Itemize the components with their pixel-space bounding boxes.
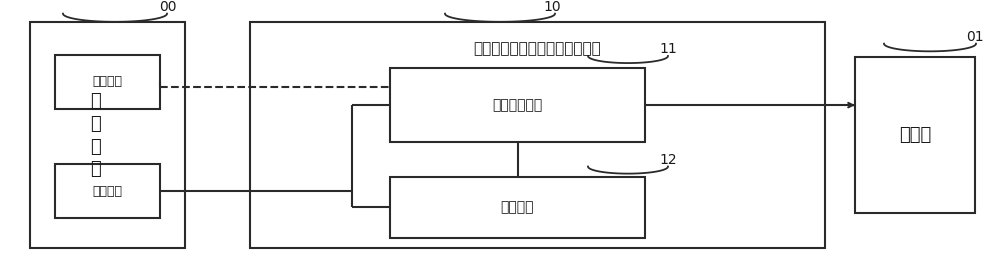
Bar bbox=[55, 164, 160, 218]
Bar bbox=[55, 55, 160, 109]
Bar bbox=[250, 22, 825, 248]
Bar bbox=[390, 68, 645, 142]
Text: 通路切换单元: 通路切换单元 bbox=[492, 98, 543, 112]
Text: 输出接口: 输出接口 bbox=[92, 185, 122, 198]
Text: 编
译
码
器: 编 译 码 器 bbox=[90, 92, 100, 179]
Text: 12: 12 bbox=[659, 153, 677, 167]
Bar bbox=[30, 22, 185, 248]
Text: 11: 11 bbox=[659, 42, 677, 56]
Text: 输入接口: 输入接口 bbox=[92, 75, 122, 88]
Bar bbox=[390, 177, 645, 238]
Text: 01: 01 bbox=[966, 30, 984, 44]
Text: 控制单元: 控制单元 bbox=[501, 200, 534, 215]
Text: 扬声器: 扬声器 bbox=[899, 126, 931, 144]
Bar bbox=[855, 57, 975, 213]
Text: 移动终端的麦克风故障处理装置: 移动终端的麦克风故障处理装置 bbox=[474, 41, 601, 57]
Text: 00: 00 bbox=[159, 0, 177, 14]
Text: 10: 10 bbox=[543, 0, 561, 14]
